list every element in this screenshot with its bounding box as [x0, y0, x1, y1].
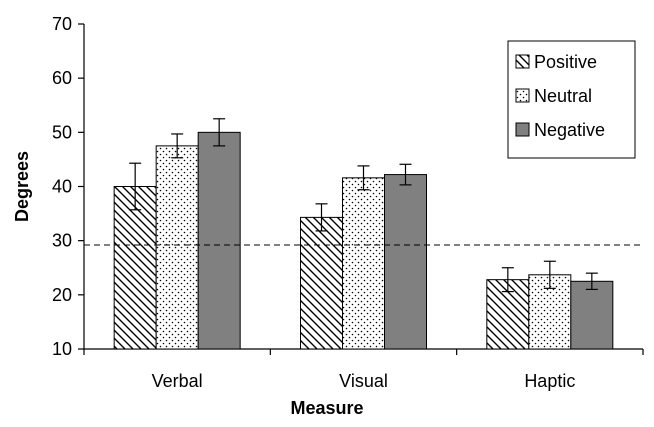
y-tick-label: 10: [52, 339, 72, 359]
bar-positive: [300, 216, 343, 350]
bar-positive: [113, 186, 157, 350]
legend-label: Negative: [534, 120, 605, 140]
x-axis-title: Measure: [290, 398, 363, 418]
bar-neutral: [155, 145, 199, 350]
legend-swatch-negative: [515, 122, 530, 137]
x-tick-label: Haptic: [524, 371, 575, 391]
y-tick-label: 30: [52, 231, 72, 251]
legend-swatch-positive: [515, 54, 530, 69]
legend-swatch-neutral: [515, 88, 530, 103]
y-tick-label: 40: [52, 177, 72, 197]
x-tick-label: Verbal: [152, 371, 203, 391]
bar-negative: [570, 280, 614, 350]
bar-neutral: [342, 177, 385, 350]
legend: Positive Neutral Negative: [507, 40, 636, 159]
y-tick-label: 70: [52, 14, 72, 34]
y-tick-label: 50: [52, 122, 72, 142]
y-tick-label: 20: [52, 285, 72, 305]
plot-area: 10 20 30 40 50 60 70 Verbal Visual Haptic Measure D…: [12, 14, 644, 418]
x-tick-label: Visual: [339, 371, 388, 391]
y-tick-label: 60: [52, 68, 72, 88]
legend-label: Positive: [534, 52, 597, 72]
y-axis-title: Degrees: [12, 151, 32, 222]
bar-negative: [384, 174, 427, 350]
bar-negative: [197, 131, 241, 350]
legend-label: Neutral: [534, 86, 592, 106]
